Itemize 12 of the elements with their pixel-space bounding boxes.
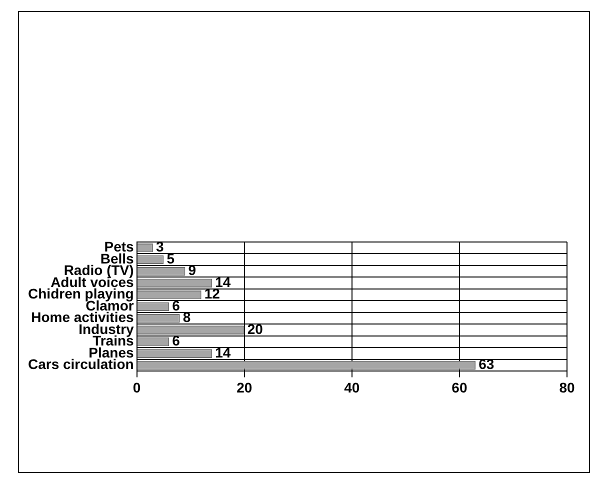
x-tick-label: 20	[236, 379, 252, 396]
data-label: 6	[172, 297, 180, 314]
data-label: 14	[215, 274, 231, 290]
data-label: 9	[188, 262, 196, 278]
x-tick-label: 80	[559, 379, 575, 396]
data-label: 14	[215, 344, 231, 360]
data-label: 5	[166, 250, 175, 266]
data-label: 6	[172, 332, 180, 349]
x-tick-label: 40	[344, 379, 360, 396]
x-tick-label: 0	[132, 379, 141, 396]
data-label: 20	[247, 320, 264, 337]
x-tick-label: 60	[452, 379, 468, 396]
